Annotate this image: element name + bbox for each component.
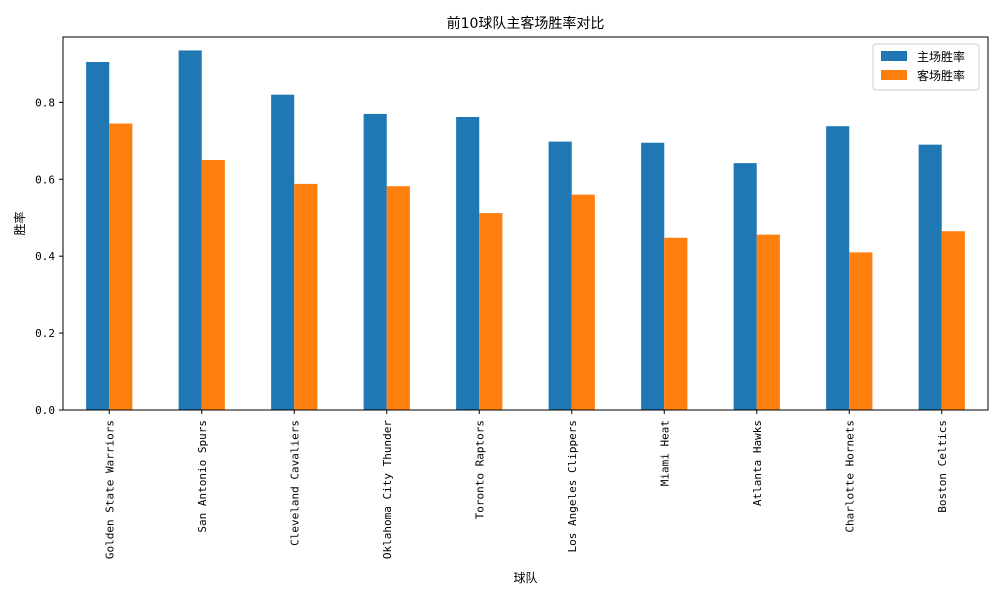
axes-frame (62, 36, 989, 411)
bar-away-3 (386, 186, 410, 410)
x-tick-label-9: Boston Celtics (936, 420, 949, 513)
x-axis-label: 球队 (513, 570, 537, 585)
bar-away-5 (571, 194, 595, 410)
y-tick-label-3: 0.6 (35, 173, 55, 186)
bar-home-2 (271, 94, 295, 410)
bar-away-1 (201, 160, 225, 410)
x-tick-label-2: Cleveland Cavaliers (288, 420, 301, 546)
legend-label-1: 客场胜率 (917, 68, 965, 83)
x-tick-label-1: San Antonio Spurs (196, 420, 209, 533)
bar-home-0 (86, 61, 110, 411)
bar-home-5 (548, 141, 572, 410)
bar-away-9 (941, 231, 965, 410)
bar-home-7 (733, 163, 757, 410)
legend-label-0: 主场胜率 (917, 49, 965, 64)
x-tick-label-8: Charlotte Hornets (843, 420, 856, 533)
plot-area: 0.0 0.2 0.4 0.6 0.8 Golden State Warriors San … (35, 36, 989, 559)
y-tick-label-2: 0.4 (35, 250, 55, 263)
bar-home-1 (178, 50, 202, 410)
bar-away-2 (294, 183, 318, 410)
x-tick-label-5: Los Angeles Clippers (566, 420, 579, 552)
x-tick-label-4: Toronto Raptors (473, 420, 486, 519)
y-tick-label-1: 0.2 (35, 327, 55, 340)
bar-home-4 (456, 116, 480, 410)
chart-title: 前10球队主客场胜率对比 (447, 15, 605, 32)
x-tick-label-0: Golden State Warriors (103, 420, 116, 559)
y-axis-label: 胜率 (12, 211, 27, 235)
bar-away-8 (849, 252, 873, 410)
x-tick-label-7: Atlanta Hawks (751, 420, 764, 506)
x-tick-label-6: Miami Heat (658, 420, 671, 486)
bar-home-9 (918, 144, 942, 410)
legend-swatch-1 (881, 70, 907, 80)
bar-home-3 (363, 113, 387, 410)
x-tick-label-3: Oklahoma City Thunder (381, 420, 394, 559)
legend-swatch-0 (881, 51, 907, 61)
bar-away-4 (479, 213, 503, 410)
bar-away-7 (756, 234, 780, 410)
y-tick-label-4: 0.8 (35, 96, 55, 109)
bar-away-6 (664, 237, 688, 410)
bar-home-8 (826, 126, 850, 410)
y-tick-label-0: 0.0 (35, 404, 55, 417)
bar-away-0 (109, 123, 133, 410)
bar-home-6 (641, 142, 665, 410)
